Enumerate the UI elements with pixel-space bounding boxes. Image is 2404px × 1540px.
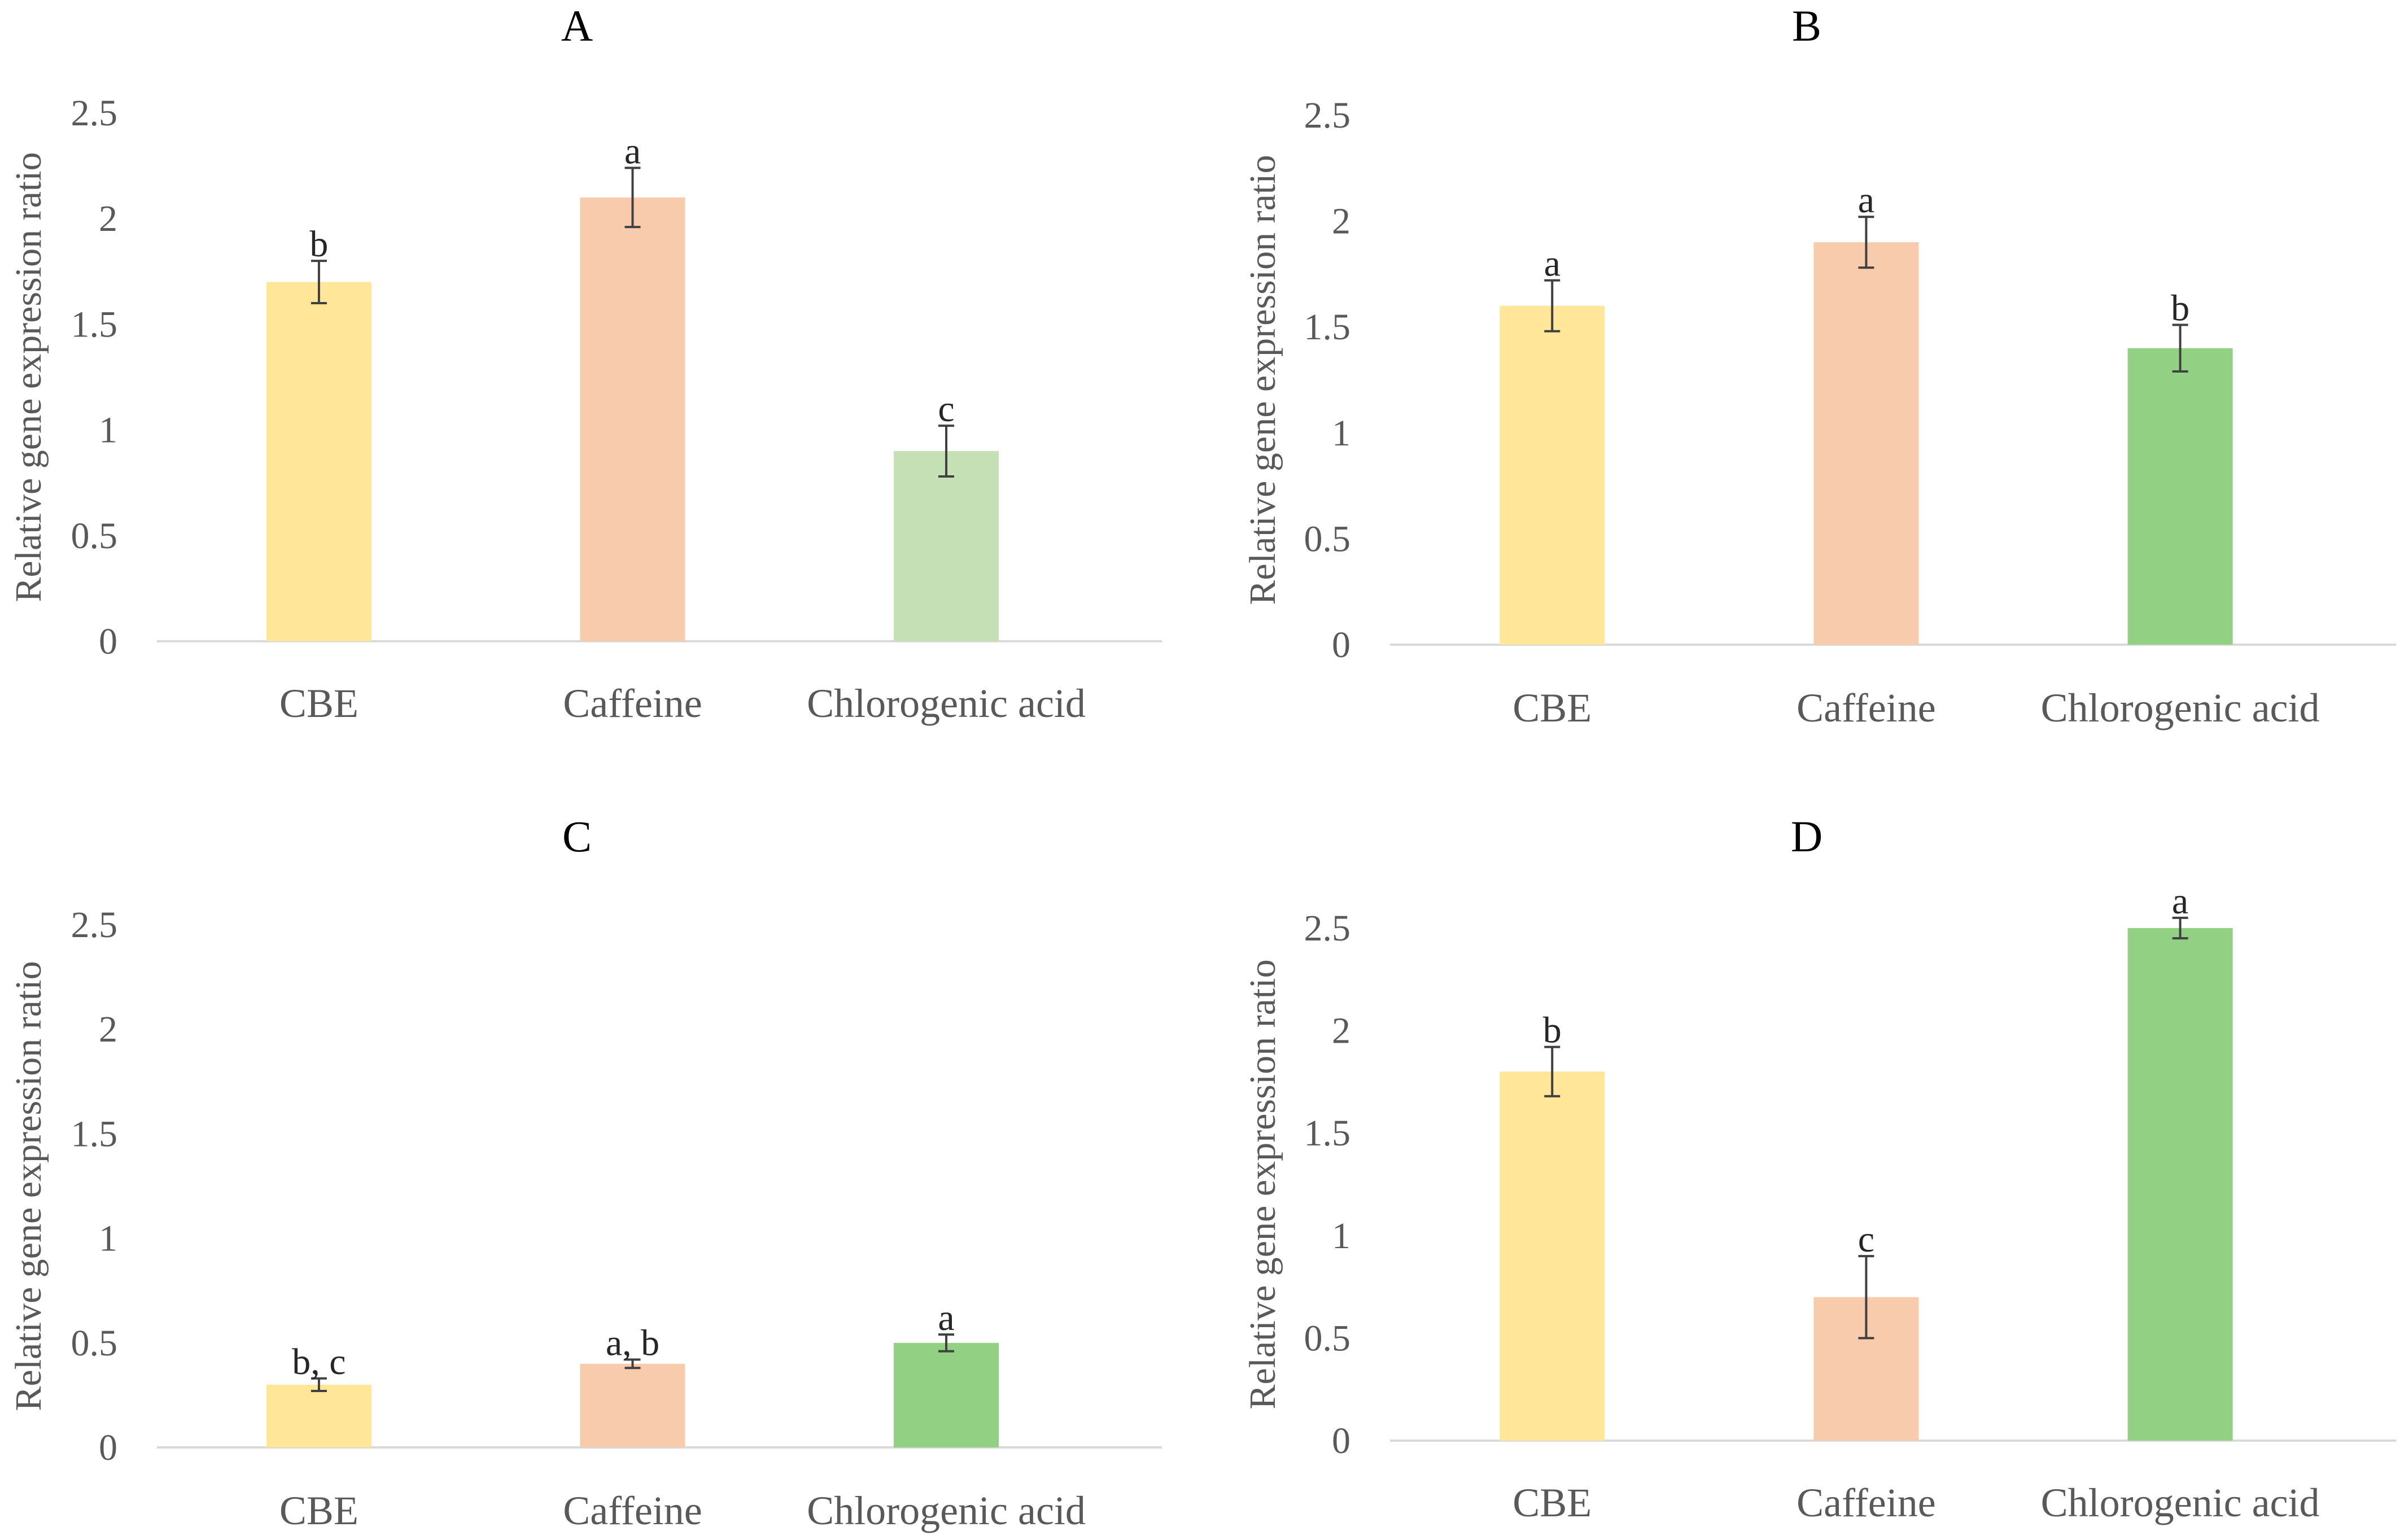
y-tick-label: 1 [99,410,117,451]
significance-label: b, c [292,1341,346,1383]
y-tick-label: 0 [1332,1420,1350,1462]
x-category-label: CBE [279,681,359,726]
bar-cbe [266,282,371,641]
panel-title: A [561,1,593,50]
significance-label: c [1858,1219,1874,1260]
bar-chlorogenic-acid [2127,348,2233,645]
y-tick-label: 1.5 [1304,1113,1351,1154]
x-category-label: Caffeine [1797,1480,1936,1525]
y-tick-label: 0.5 [71,515,118,557]
y-tick-label: 0.5 [71,1323,118,1364]
bar-chlorogenic-acid [894,1342,999,1447]
x-category-label: Chlorogenic acid [807,681,1086,726]
panel-title: D [1791,812,1822,861]
y-tick-label: 1 [99,1218,117,1259]
y-tick-label: 2.5 [71,904,118,946]
y-tick-label: 2.5 [1304,95,1351,136]
y-tick-label: 1.5 [71,304,118,345]
y-tick-label: 0 [1332,624,1350,666]
bar-caffeine [1813,242,1919,645]
x-category-label: CBE [1513,1480,1592,1525]
x-category-label: Caffeine [563,1488,702,1533]
significance-label: a [938,1297,954,1338]
y-tick-label: 2 [99,1009,117,1050]
y-tick-label: 1 [1332,1215,1350,1257]
significance-label: a [1544,243,1561,285]
bar-cbe [266,1384,371,1447]
y-axis-title: Relative gene expression ratio [8,152,49,602]
y-tick-label: 2 [1332,1010,1350,1052]
significance-label: b [1543,1010,1562,1051]
y-tick-label: 2 [1332,201,1350,242]
panel-title: C [562,812,592,861]
y-tick-label: 0.5 [1304,1318,1351,1359]
panel-title: B [1792,1,1821,50]
bar-cbe [1500,305,1605,645]
y-axis-title: Relative gene expression ratio [1242,155,1283,605]
bar-cbe [1500,1071,1605,1441]
chart-panels: A Relative gene expression ratio 0 0.5 1 1.5 2… [8,1,2396,1533]
x-category-label: Chlorogenic acid [807,1488,1086,1533]
significance-label: a [624,130,641,172]
significance-label: a [2172,881,2188,922]
y-tick-label: 2 [99,198,117,239]
bar-chlorogenic-acid [894,451,999,641]
y-tick-label: 0 [99,621,117,662]
significance-label: a, b [606,1322,659,1363]
x-category-label: Caffeine [563,681,702,726]
significance-label: a [1858,180,1874,221]
chart-panel-b: B Relative gene expression ratio 0 0.5 1 1.5 2… [1242,1,2396,730]
chart-panel-a: A Relative gene expression ratio 0 0.5 1 1.5 2… [8,1,1162,726]
x-category-label: CBE [279,1488,359,1533]
y-axis-title: Relative gene expression ratio [1242,959,1283,1409]
x-category-label: Caffeine [1797,685,1936,730]
significance-label: b [309,224,328,265]
y-axis-title: Relative gene expression ratio [8,961,49,1411]
y-tick-label: 1 [1332,413,1350,454]
x-category-label: Chlorogenic acid [2041,1480,2320,1525]
y-tick-label: 2.5 [1304,908,1351,949]
x-category-label: CBE [1513,685,1592,730]
bar-caffeine [580,1363,685,1447]
y-tick-label: 1.5 [71,1113,118,1154]
chart-panel-c: C Relative gene expression ratio 0 0.5 1 1.5 2… [8,812,1162,1533]
bar-chlorogenic-acid [2127,928,2233,1441]
y-tick-label: 2.5 [71,93,118,134]
y-tick-label: 0.5 [1304,518,1351,559]
chart-panel-d: D Relative gene expression ratio 0 0.5 1 1.5 2… [1242,812,2396,1525]
significance-label: b [2171,287,2189,329]
bar-caffeine [580,197,685,641]
y-tick-label: 1.5 [1304,307,1351,348]
x-category-label: Chlorogenic acid [2041,685,2320,730]
y-tick-label: 0 [99,1427,117,1468]
significance-label: c [938,388,954,430]
